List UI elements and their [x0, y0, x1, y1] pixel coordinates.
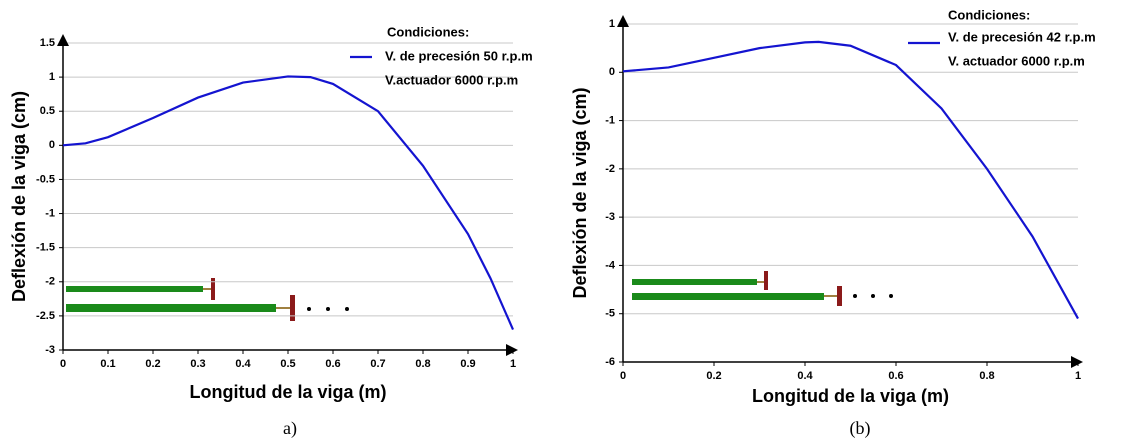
- caption: (b): [850, 418, 871, 439]
- x-tick-label: 0.4: [797, 370, 813, 382]
- y-axis-title: Deflexión de la viga (cm): [570, 87, 590, 298]
- x-tick-label: 0.6: [888, 370, 903, 382]
- x-tick-label: 0.3: [190, 358, 205, 370]
- y-tick-label: -3: [45, 344, 55, 356]
- legend-label: V. de precesión 42 r.p.m: [948, 29, 1096, 44]
- y-tick-label: -6: [605, 356, 615, 368]
- x-tick-label: 1: [1075, 370, 1081, 382]
- legend-title: Condiciones:: [948, 7, 1030, 22]
- x-tick-label: 0.8: [979, 370, 994, 382]
- data-line: [622, 40, 1079, 320]
- y-tick-label: -1: [605, 114, 615, 126]
- y-tick-label: 1: [49, 71, 55, 83]
- x-tick-label: 0.5: [280, 358, 295, 370]
- beam-icon: [66, 278, 349, 321]
- y-tick-label: 0: [609, 66, 615, 78]
- y-axis-title: Deflexión de la viga (cm): [9, 91, 29, 302]
- x-tick-label: 0.9: [460, 358, 475, 370]
- y-tick-label: -5: [605, 308, 615, 320]
- y-tick-label: -2.5: [36, 310, 55, 322]
- y-tick-label: -4: [605, 259, 616, 271]
- beam-icon: [632, 271, 893, 306]
- x-axis-title: Longitud de la viga (m): [190, 382, 387, 402]
- x-tick-label: 1: [510, 358, 516, 370]
- y-tick-label: -2: [45, 276, 55, 288]
- data-line: [62, 75, 515, 330]
- legend-label: V. de precesión 50 r.p.m: [385, 48, 533, 63]
- x-tick-label: 0.6: [325, 358, 340, 370]
- y-tick-label: 0: [49, 139, 55, 151]
- x-tick-label: 0.7: [370, 358, 385, 370]
- y-tick-label: -1.5: [36, 242, 55, 254]
- x-tick-label: 0.4: [235, 358, 251, 370]
- y-tick-label: 0.5: [40, 105, 55, 117]
- legend-title: Condiciones:: [387, 24, 469, 39]
- x-axis-title: Longitud de la viga (m): [752, 386, 949, 406]
- x-tick-label: 0.2: [706, 370, 721, 382]
- caption: a): [283, 418, 297, 439]
- y-tick-label: -2: [605, 163, 615, 175]
- x-tick-label: 0.8: [415, 358, 430, 370]
- y-tick-label: -0.5: [36, 173, 55, 185]
- annotation: V.actuador 6000 r.p.m: [385, 72, 518, 87]
- y-tick-label: -1: [45, 207, 55, 219]
- annotation: V. actuador 6000 r.p.m: [948, 53, 1085, 68]
- x-tick-label: 0: [60, 358, 66, 370]
- y-tick-label: 1.5: [40, 37, 55, 49]
- x-tick-label: 0.2: [145, 358, 160, 370]
- x-tick-label: 0: [620, 370, 626, 382]
- x-tick-label: 0.1: [100, 358, 115, 370]
- y-tick-label: -3: [605, 211, 615, 223]
- y-tick-label: 1: [609, 18, 615, 30]
